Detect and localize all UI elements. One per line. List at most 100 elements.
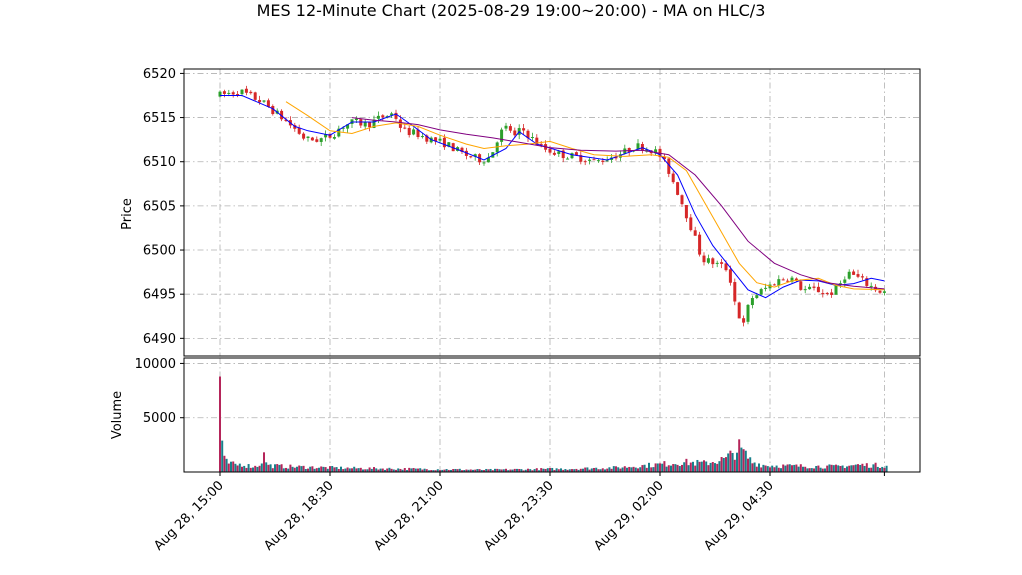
- volume-bar: [626, 467, 628, 472]
- candle-up: [482, 162, 486, 164]
- candle-down: [852, 271, 856, 275]
- volume-bar: [700, 461, 703, 472]
- volume-bar: [546, 468, 549, 472]
- volume-bar: [714, 463, 716, 472]
- volume-bar: [531, 470, 534, 472]
- candle-down: [711, 258, 715, 265]
- candle-down: [825, 293, 829, 295]
- candle-down: [698, 234, 702, 255]
- volume-bar: [293, 467, 296, 472]
- price-tick-label: 6520: [143, 67, 176, 82]
- price-tick-label: 6500: [143, 244, 176, 259]
- volume-bar: [474, 469, 477, 472]
- candle-down: [425, 135, 429, 142]
- volume-bar: [795, 464, 798, 472]
- price-tick-label: 6515: [143, 111, 176, 126]
- volume-bar: [333, 467, 336, 472]
- volume-bar: [263, 452, 265, 472]
- volume-bar: [417, 468, 419, 472]
- volume-bar: [676, 464, 679, 472]
- candle-down: [786, 280, 790, 282]
- candle-up: [319, 138, 323, 142]
- time-tick-label: Aug 28, 21:00: [371, 478, 447, 554]
- volume-bar: [821, 468, 824, 472]
- volume-bar: [654, 463, 657, 472]
- candle-down: [539, 143, 543, 145]
- volume-bar: [762, 464, 765, 472]
- volume-bar: [408, 467, 411, 472]
- volume-bar: [271, 468, 274, 472]
- volume-bar: [852, 465, 855, 472]
- volume-bar: [582, 468, 584, 472]
- volume-bar: [722, 457, 725, 472]
- volume-bar: [630, 467, 633, 472]
- candle-down: [368, 122, 372, 128]
- candle-down: [284, 119, 288, 121]
- candle-down: [249, 91, 253, 94]
- volume-bar: [738, 439, 741, 472]
- candle-down: [724, 263, 728, 271]
- volume-bar: [777, 467, 780, 472]
- volume-bar: [353, 466, 356, 472]
- candle-up: [750, 298, 754, 306]
- time-axis-ticks: Aug 28, 15:00 Aug 28, 18:30 Aug 28, 21:00 A…: [151, 472, 885, 554]
- volume-bar: [786, 464, 789, 472]
- volume-bar: [742, 449, 745, 472]
- candle-down: [693, 230, 697, 236]
- candle-up: [324, 134, 328, 138]
- candle-down: [878, 290, 882, 293]
- time-tick-label: Aug 28, 23:30: [481, 478, 557, 554]
- candle-up: [605, 160, 609, 162]
- volume-bar: [318, 467, 320, 472]
- volume-bar: [632, 466, 635, 472]
- volume-bar: [452, 469, 455, 472]
- volume-bar: [285, 467, 287, 472]
- volume-bar: [727, 453, 730, 472]
- volume-bar: [689, 462, 692, 472]
- volume-bar: [425, 469, 428, 472]
- candle-down: [561, 150, 565, 159]
- volume-bar: [489, 468, 492, 472]
- candle-up: [354, 118, 358, 121]
- volume-bar: [300, 466, 303, 472]
- volume-bar: [711, 462, 714, 472]
- candle-down: [662, 156, 666, 160]
- candle-down: [403, 127, 407, 129]
- volume-bar: [381, 468, 384, 472]
- candle-down: [451, 143, 455, 152]
- volume-bar: [780, 468, 782, 472]
- volume-bar: [808, 468, 811, 472]
- volume-bar: [672, 464, 675, 472]
- volume-bar: [736, 452, 738, 472]
- volume-bar: [225, 458, 228, 472]
- candle-up: [412, 129, 416, 135]
- volume-bar: [802, 466, 804, 472]
- volume-bar: [373, 467, 375, 472]
- volume-bar: [428, 470, 430, 472]
- volume-bar: [267, 464, 270, 472]
- volume-bar: [527, 468, 529, 472]
- volume-bar: [465, 469, 468, 472]
- volume-bar: [331, 466, 334, 472]
- volume-bar: [870, 467, 873, 472]
- time-tick-label: Aug 28, 15:00: [151, 478, 227, 554]
- volume-bar: [518, 468, 521, 472]
- candle-up: [566, 158, 570, 160]
- volume-bar: [337, 468, 340, 472]
- volume-bar: [678, 466, 681, 472]
- volume-bar: [419, 468, 422, 472]
- candle-down: [733, 282, 737, 302]
- volume-bar: [520, 469, 523, 472]
- moving-average-line-ma_slow: [351, 117, 885, 290]
- candle-down: [266, 100, 270, 107]
- volume-bar: [612, 466, 615, 472]
- volume-bar: [535, 468, 538, 472]
- volume-bar: [509, 469, 512, 472]
- volume-bar: [311, 466, 314, 472]
- volume-bar: [621, 467, 624, 472]
- volume-bar: [516, 468, 518, 472]
- candle-up: [504, 125, 508, 129]
- volume-bar: [296, 466, 298, 472]
- candle-up: [654, 149, 658, 154]
- candle-up: [803, 289, 807, 291]
